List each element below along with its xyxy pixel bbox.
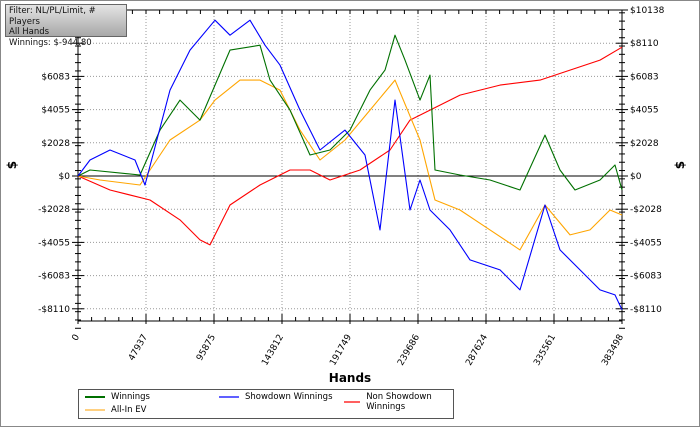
y-tick-label-right: -$2028 [630, 205, 662, 215]
legend-swatch [219, 396, 239, 398]
x-tick-label: 47937 [127, 333, 150, 363]
y-tick-label-right: $10138 [630, 6, 665, 16]
y-tick-label-left: -$4055 [38, 238, 70, 248]
legend-item-winnings: Winnings [85, 392, 150, 402]
legend-label: All-In EV [111, 405, 147, 415]
y-tick-label-left: -$6083 [38, 272, 70, 282]
x-tick-label: 143812 [260, 333, 286, 368]
legend-label: Showdown Winnings [245, 392, 333, 402]
y-tick-label-right: -$8110 [630, 305, 662, 315]
series-line-non-showdown-winnings [77, 46, 623, 246]
y-tick-label-left: $4055 [41, 106, 70, 116]
legend-label: Non Showdown Winnings [366, 392, 432, 412]
y-tick-label-right: -$4055 [630, 238, 662, 248]
legend-item-showdown: Showdown Winnings [219, 392, 333, 402]
y-tick-label-right: $4055 [630, 106, 659, 116]
x-tick-label: 335561 [532, 333, 558, 368]
y-tick-label-left: $0 [59, 172, 71, 182]
x-tick-label: 95875 [195, 333, 218, 363]
winnings-text: Winnings: $-944.80 [9, 37, 92, 48]
y-tick-label-right: $8110 [630, 39, 659, 49]
legend: Winnings Showdown Winnings Non Showdown … [78, 389, 454, 419]
y-tick-label-left: $2028 [41, 139, 70, 149]
y-tick-label-right: $2028 [630, 139, 659, 149]
x-tick-label: 287624 [464, 333, 490, 368]
series-line-all-in-ev [77, 79, 623, 251]
legend-item-non-showdown: Non Showdown Winnings [344, 392, 453, 412]
legend-swatch [344, 401, 361, 403]
y-tick-label-right: $0 [630, 172, 642, 182]
y-tick-label-right: $6083 [630, 72, 659, 82]
legend-label: Winnings [111, 392, 150, 402]
y-axis-title-right: $ [673, 161, 687, 169]
filter-info-box: Filter: NL/PL/Limit, # Players All Hands… [5, 4, 127, 48]
legend-swatch [85, 396, 105, 398]
legend-item-allin-ev: All-In EV [85, 405, 146, 415]
filter-text: Filter: NL/PL/Limit, # Players [9, 6, 96, 27]
series-line-winnings [77, 34, 623, 191]
y-tick-label-left: -$8110 [38, 305, 70, 315]
y-tick-label-right: -$6083 [630, 272, 662, 282]
x-tick-label: 191749 [328, 333, 354, 368]
y-tick-label-left: $6083 [41, 72, 70, 82]
hands-text: All Hands [9, 27, 50, 37]
x-tick-label: 0 [71, 333, 83, 343]
y-tick-label-left: -$2028 [38, 205, 70, 215]
x-tick-label: 383498 [600, 333, 626, 368]
series-line-showdown-winnings [77, 19, 623, 311]
x-tick-label: 239686 [396, 333, 422, 368]
legend-swatch [85, 409, 105, 411]
x-axis-title: Hands [329, 371, 371, 385]
y-axis-title-left: $ [5, 161, 19, 169]
